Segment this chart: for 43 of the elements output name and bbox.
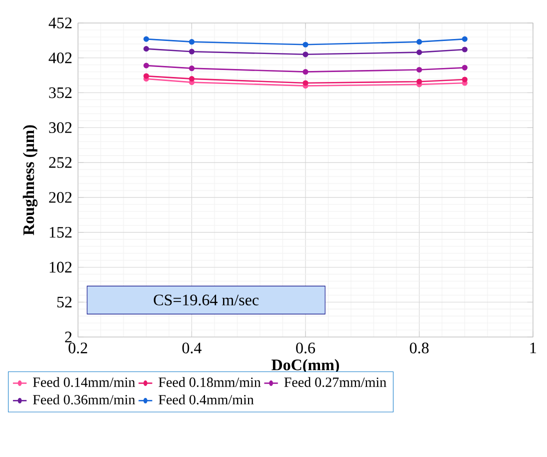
y-tick-label: 152: [50, 226, 72, 238]
point: [416, 50, 422, 56]
y-tick-label: 2: [65, 332, 72, 342]
point: [302, 80, 308, 86]
legend-label: Feed 0.18mm/min: [158, 377, 261, 388]
point: [416, 66, 422, 73]
point: [462, 76, 468, 82]
point: [143, 46, 150, 52]
y-tick-label: 302: [49, 122, 72, 134]
point: [416, 39, 422, 45]
y-tick-label: 52: [57, 296, 72, 308]
x-axis-title: DoC(mm): [272, 359, 339, 374]
y-tick-label: 402: [48, 52, 72, 64]
y-tick-label: 202: [49, 192, 72, 203]
y-tick-label: 452: [48, 18, 72, 28]
y-tick-label: 252: [49, 157, 72, 168]
point: [188, 76, 195, 82]
legend-label: Feed 0.27mm/min: [284, 377, 386, 388]
legend-label: Feed 0.36mm/min: [32, 394, 136, 404]
point: [302, 42, 308, 48]
x-tick-label: 0.8: [410, 342, 429, 354]
y-tick-label: 102: [50, 262, 72, 273]
point: [462, 64, 468, 70]
x-tick-label: 0.6: [296, 342, 316, 354]
y-tick-label: 352: [49, 87, 72, 98]
point: [302, 52, 308, 58]
point: [462, 36, 468, 42]
point: [302, 69, 308, 75]
point: [143, 36, 150, 42]
x-tick-label: 0.4: [182, 342, 202, 354]
legend-label: Feed 0.14mm/min: [32, 377, 136, 388]
point: [143, 62, 150, 68]
legend-label: Feed 0.4mm/min: [158, 394, 254, 404]
annotation: CS=19.64 m/sec: [154, 294, 259, 306]
x-tick-label: 1: [530, 342, 536, 354]
point: [416, 78, 422, 84]
y-axis-title: Roughness (µm): [22, 125, 38, 236]
point: [188, 39, 195, 45]
point: [143, 73, 150, 79]
point: [188, 48, 195, 54]
point: [188, 66, 195, 72]
x-tick-label: 0.2: [68, 342, 88, 354]
point: [462, 46, 468, 52]
